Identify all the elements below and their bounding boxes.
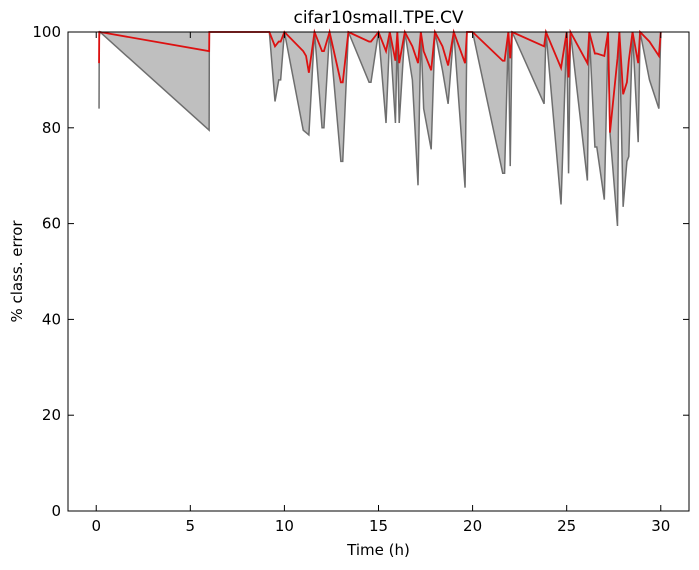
axis-ticks — [68, 31, 689, 512]
mean-line — [98, 28, 662, 133]
x-axis-label: Time (h) — [346, 541, 410, 559]
y-tick-label: 0 — [51, 502, 61, 520]
y-tick-label: 80 — [42, 119, 61, 137]
y-tick-label: 20 — [42, 406, 61, 424]
x-tick-label: 25 — [557, 517, 576, 535]
x-tick-label: 10 — [275, 517, 294, 535]
x-tick-label: 15 — [369, 517, 388, 535]
y-tick-label: 60 — [42, 215, 61, 233]
series-mean-layer — [98, 28, 662, 133]
x-tick-label: 30 — [651, 517, 670, 535]
y-tick-label: 40 — [42, 310, 61, 328]
axis-tick-labels: 0 5 10 15 20 25 30 0 20 40 60 80 100 — [32, 23, 670, 535]
x-tick-label: 0 — [91, 517, 101, 535]
x-tick-label: 20 — [463, 517, 482, 535]
y-tick-label: 100 — [32, 23, 61, 41]
series-band-layer — [98, 30, 662, 227]
chart-title: cifar10small.TPE.CV — [293, 8, 463, 28]
y-axis-label: % class. error — [8, 220, 26, 323]
band-fill — [99, 32, 661, 226]
x-tick-label: 5 — [186, 517, 196, 535]
